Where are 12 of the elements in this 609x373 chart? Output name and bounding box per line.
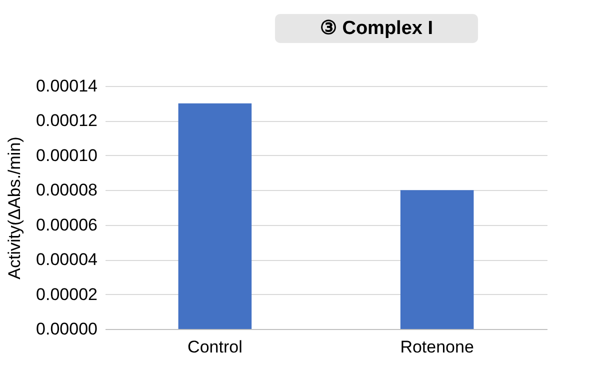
x-tick-label: Rotenone [400, 338, 474, 356]
y-tick-label: 0.00000 [36, 320, 98, 338]
y-tick-label: 0.00002 [36, 284, 98, 304]
y-tick-label: 0.00006 [36, 215, 98, 234]
y-tick-label: 0.00010 [36, 146, 98, 165]
x-tick-label: Control [188, 338, 242, 356]
y-tick-label: 0.00012 [36, 111, 98, 130]
chart-title: ③ Complex I [275, 14, 478, 43]
y-axis-title: Activity(ΔAbs./min) [5, 136, 24, 280]
y-tick-label: 0.00014 [36, 76, 98, 96]
y-tick-label: 0.00004 [36, 250, 98, 270]
y-tick-label: 0.00008 [36, 180, 98, 200]
